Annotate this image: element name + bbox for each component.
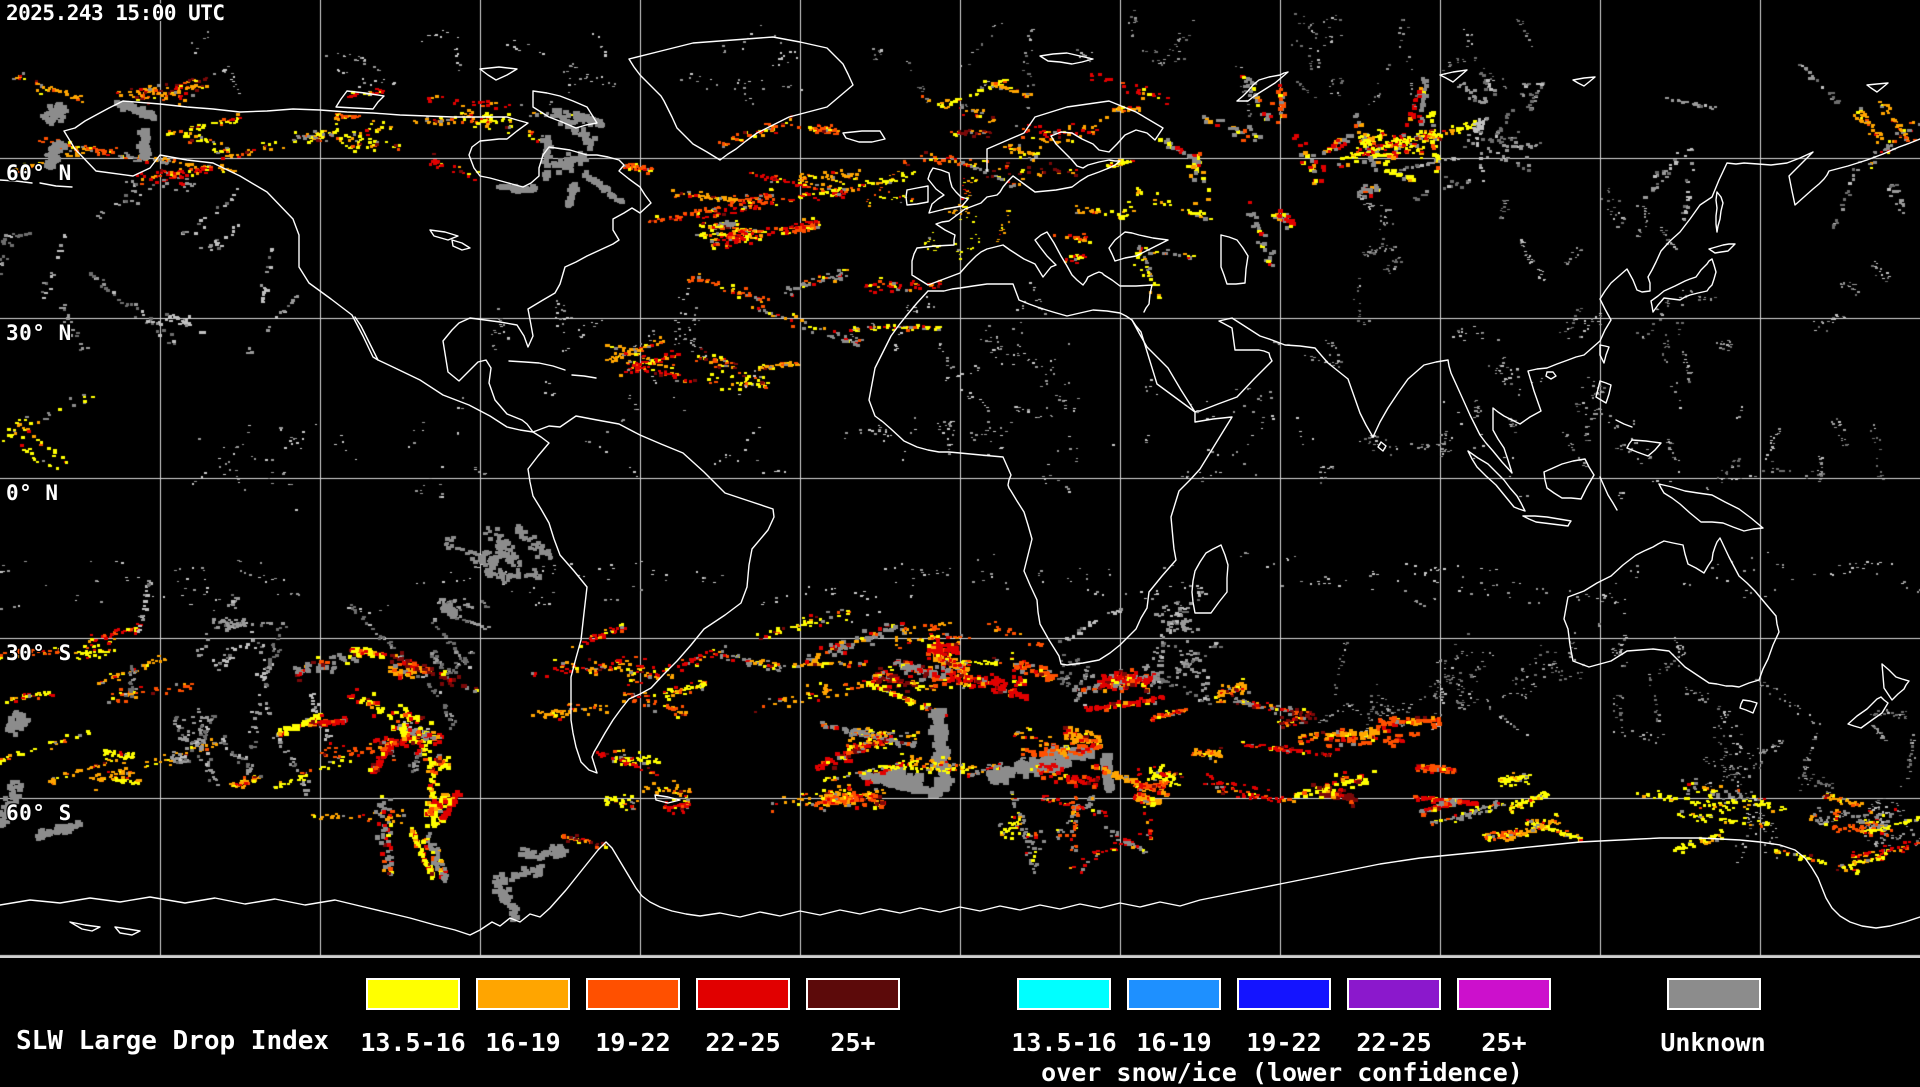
legend-swatch-snow-ice-25+	[1457, 978, 1551, 1010]
timestamp-label: 2025.243 15:00 UTC	[6, 1, 225, 25]
legend-label-standard-13.5-16: 13.5-16	[360, 1028, 466, 1057]
legend-swatch-standard-22-25	[696, 978, 790, 1010]
legend-label-standard-19-22: 19-22	[595, 1028, 671, 1057]
legend-label-standard-25+: 25+	[830, 1028, 876, 1057]
legend-label-snow-ice-25+: 25+	[1481, 1028, 1527, 1057]
legend-swatch-snow-ice-22-25	[1347, 978, 1441, 1010]
legend-swatch-standard-25+	[806, 978, 900, 1010]
lat-label: 60° S	[6, 801, 72, 825]
snow-ice-caption: over snow/ice (lower confidence)	[1041, 1058, 1523, 1087]
legend-swatch-snow-ice-13.5-16	[1017, 978, 1111, 1010]
legend-swatch-snow-ice-16-19	[1127, 978, 1221, 1010]
legend-label-snow-ice-16-19: 16-19	[1136, 1028, 1212, 1057]
lat-label: 0° N	[6, 481, 59, 505]
legend-label-snow-ice-22-25: 22-25	[1356, 1028, 1432, 1057]
legend-label-standard-16-19: 16-19	[485, 1028, 561, 1057]
legend-swatch-snow-ice-19-22	[1237, 978, 1331, 1010]
lat-label: 30° S	[6, 641, 72, 665]
map-data-canvas	[0, 0, 1920, 958]
legend-swatch-standard-19-22	[586, 978, 680, 1010]
legend-swatch-standard-16-19	[476, 978, 570, 1010]
legend-label-unknown: Unknown	[1660, 1028, 1766, 1057]
legend-title: SLW Large Drop Index	[16, 1026, 330, 1056]
legend-swatch-standard-13.5-16	[366, 978, 460, 1010]
lat-label: 30° N	[6, 321, 72, 345]
legend-label-snow-ice-13.5-16: 13.5-16	[1011, 1028, 1117, 1057]
legend-swatch-unknown	[1667, 978, 1761, 1010]
legend-label-snow-ice-19-22: 19-22	[1246, 1028, 1322, 1057]
legend-label-standard-22-25: 22-25	[705, 1028, 781, 1057]
lat-label: 60° N	[6, 161, 72, 185]
legend-bar: SLW Large Drop Index 13.5-16 16-19 19-22 22…	[0, 958, 1920, 1087]
